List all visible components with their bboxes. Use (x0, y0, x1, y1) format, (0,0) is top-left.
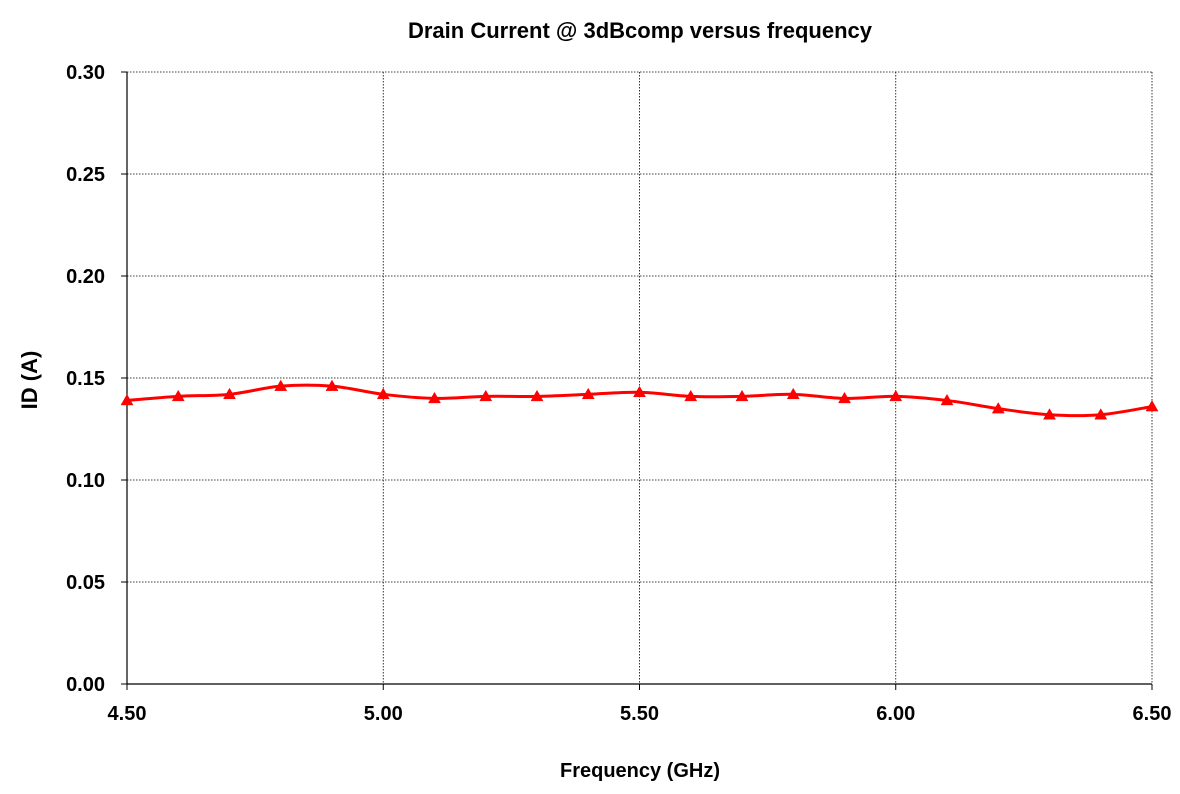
data-point-marker (223, 387, 236, 400)
y-tick-label: 0.05 (66, 572, 105, 594)
data-point-marker (1094, 408, 1108, 420)
x-axis-label: Frequency (GHz) (560, 760, 720, 782)
x-tick-label: 5.00 (364, 703, 403, 725)
data-point-marker (991, 402, 1005, 414)
data-point-marker (274, 379, 288, 391)
data-point-marker (325, 379, 339, 391)
data-point-marker (171, 389, 185, 402)
data-point-marker (735, 389, 749, 402)
data-point-marker (633, 385, 646, 398)
data-point-marker (1145, 400, 1159, 412)
y-tick-label: 0.10 (66, 470, 105, 492)
y-tick-label: 0.20 (66, 266, 105, 288)
data-point-marker (1043, 408, 1056, 420)
axes (121, 71, 1153, 690)
data-point-marker (479, 389, 493, 402)
y-axis-label: ID (A) (17, 351, 42, 410)
data-point-marker (684, 389, 698, 402)
data-point-marker (120, 393, 134, 406)
series (120, 379, 1159, 420)
grid (127, 71, 1153, 684)
data-point-marker (889, 389, 903, 402)
data-point-marker (428, 391, 441, 404)
data-point-marker (786, 387, 800, 400)
y-tick-label: 0.15 (66, 368, 105, 390)
x-tick-label: 6.00 (876, 703, 915, 725)
data-point-marker (940, 393, 954, 406)
data-point-marker (581, 387, 595, 400)
data-point-marker (838, 391, 851, 404)
data-point-marker (376, 387, 390, 400)
tick-labels: 0.00 0.05 0.10 0.15 0.20 0.25 0.30 4.50 5.00 5.50… (66, 62, 1171, 725)
y-tick-label: 0.00 (66, 674, 105, 696)
x-tick-label: 5.50 (620, 703, 659, 725)
x-tick-label: 4.50 (108, 703, 147, 725)
data-point-marker (530, 389, 544, 402)
chart-title: Drain Current @ 3dBcomp versus frequency (408, 18, 873, 43)
x-tick-label: 6.50 (1133, 703, 1172, 725)
y-tick-label: 0.30 (66, 62, 105, 84)
y-tick-label: 0.25 (66, 164, 105, 186)
